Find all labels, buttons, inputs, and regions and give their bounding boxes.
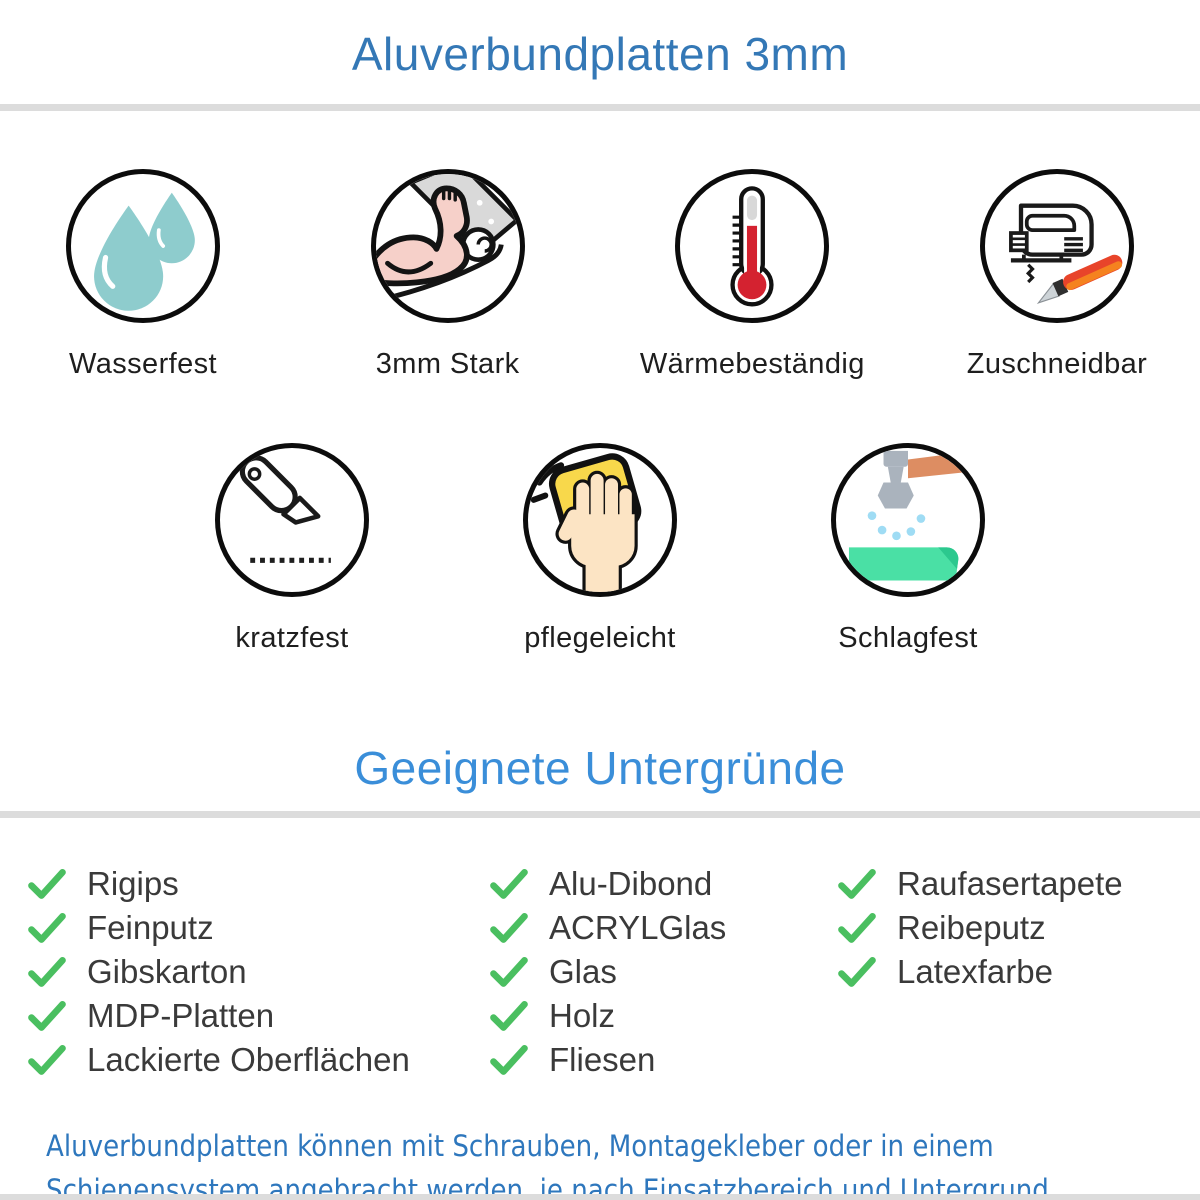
substrate-label: Feinputz	[87, 909, 214, 946]
water-drops-icon	[66, 169, 220, 323]
feature-3mm-stark: 3mm Stark	[337, 169, 559, 381]
feature-label: Wärmebeständig	[639, 348, 865, 380]
substrate-label: ACRYLGlas	[549, 909, 727, 946]
utility-knife-icon	[215, 443, 369, 597]
substrate-label: Reibeputz	[897, 909, 1046, 946]
feature-label: 3mm Stark	[375, 348, 520, 380]
substrates-list: Rigips Feinputz Gibskarton MDP-Platten L…	[0, 818, 1200, 1082]
substrate-label: Glas	[549, 953, 617, 990]
thermometer-icon	[675, 169, 830, 323]
check-icon	[28, 956, 66, 987]
substrate-label: Lackierte Oberflächen	[87, 1041, 410, 1078]
list-item: Feinputz	[28, 906, 490, 950]
feature-waermebestaendig: Wärmebeständig	[639, 169, 865, 381]
list-item: Glas	[490, 950, 838, 994]
substrate-label: Gibskarton	[87, 953, 247, 990]
check-icon	[28, 912, 66, 943]
feature-label: pflegeleicht	[524, 622, 676, 654]
list-item: MDP-Platten	[28, 994, 490, 1038]
check-icon	[28, 868, 66, 899]
check-icon	[490, 956, 528, 987]
check-icon	[28, 1044, 66, 1075]
list-item: Gibskarton	[28, 950, 490, 994]
cleaning-hand-icon	[523, 443, 677, 597]
list-item: Holz	[490, 994, 838, 1038]
substrate-column-2: Alu-Dibond ACRYLGlas Glas Holz Fliesen	[490, 862, 838, 1082]
check-icon	[490, 868, 528, 899]
check-icon	[838, 868, 876, 899]
divider	[0, 1194, 1200, 1200]
substrate-label: Rigips	[87, 865, 179, 902]
feature-label: Zuschneidbar	[966, 348, 1148, 380]
check-icon	[28, 1000, 66, 1031]
feature-kratzfest: kratzfest	[181, 443, 403, 655]
check-icon	[838, 956, 876, 987]
page-title: Aluverbundplatten 3mm	[351, 28, 849, 80]
jigsaw-cutter-icon	[979, 169, 1134, 323]
list-item: Lackierte Oberflächen	[28, 1038, 490, 1082]
section-title-untergruende: Geeignete Untergründe	[354, 742, 846, 794]
substrate-column-1: Rigips Feinputz Gibskarton MDP-Platten L…	[28, 862, 490, 1082]
check-icon	[490, 1044, 528, 1075]
muscle-arm-icon	[370, 169, 525, 323]
substrate-label: Latexfarbe	[897, 953, 1053, 990]
features-row-2: kratzfest	[0, 443, 1200, 655]
feature-schlagfest: Schlagfest	[797, 443, 1019, 655]
list-item: Raufasertapete	[838, 862, 1200, 906]
check-icon	[490, 1000, 528, 1031]
substrate-label: MDP-Platten	[87, 997, 275, 1034]
list-item: Rigips	[28, 862, 490, 906]
divider	[0, 104, 1200, 111]
list-item: Reibeputz	[838, 906, 1200, 950]
feature-pflegeleicht: pflegeleicht	[489, 443, 711, 655]
list-item: Latexfarbe	[838, 950, 1200, 994]
feature-label: Wasserfest	[69, 348, 217, 380]
divider	[0, 811, 1200, 818]
list-item: Fliesen	[490, 1038, 838, 1082]
substrate-label: Holz	[549, 997, 616, 1034]
substrate-label: Alu-Dibond	[549, 865, 713, 902]
check-icon	[490, 912, 528, 943]
mounting-note: Aluverbundplatten können mit Schrauben, …	[46, 1129, 1058, 1200]
feature-label: kratzfest	[235, 622, 349, 654]
feature-wasserfest: Wasserfest	[32, 169, 254, 381]
substrate-label: Fliesen	[549, 1041, 656, 1078]
features-row-1: Wasserfest 3mm Stark	[0, 169, 1200, 381]
check-icon	[838, 912, 876, 943]
feature-label: Schlagfest	[838, 622, 978, 654]
list-item: ACRYLGlas	[490, 906, 838, 950]
substrate-label: Raufasertapete	[897, 865, 1123, 902]
feature-zuschneidbar: Zuschneidbar	[946, 169, 1168, 381]
substrate-column-3: Raufasertapete Reibeputz Latexfarbe	[838, 862, 1200, 1082]
list-item: Alu-Dibond	[490, 862, 838, 906]
hammer-impact-icon	[831, 443, 985, 597]
